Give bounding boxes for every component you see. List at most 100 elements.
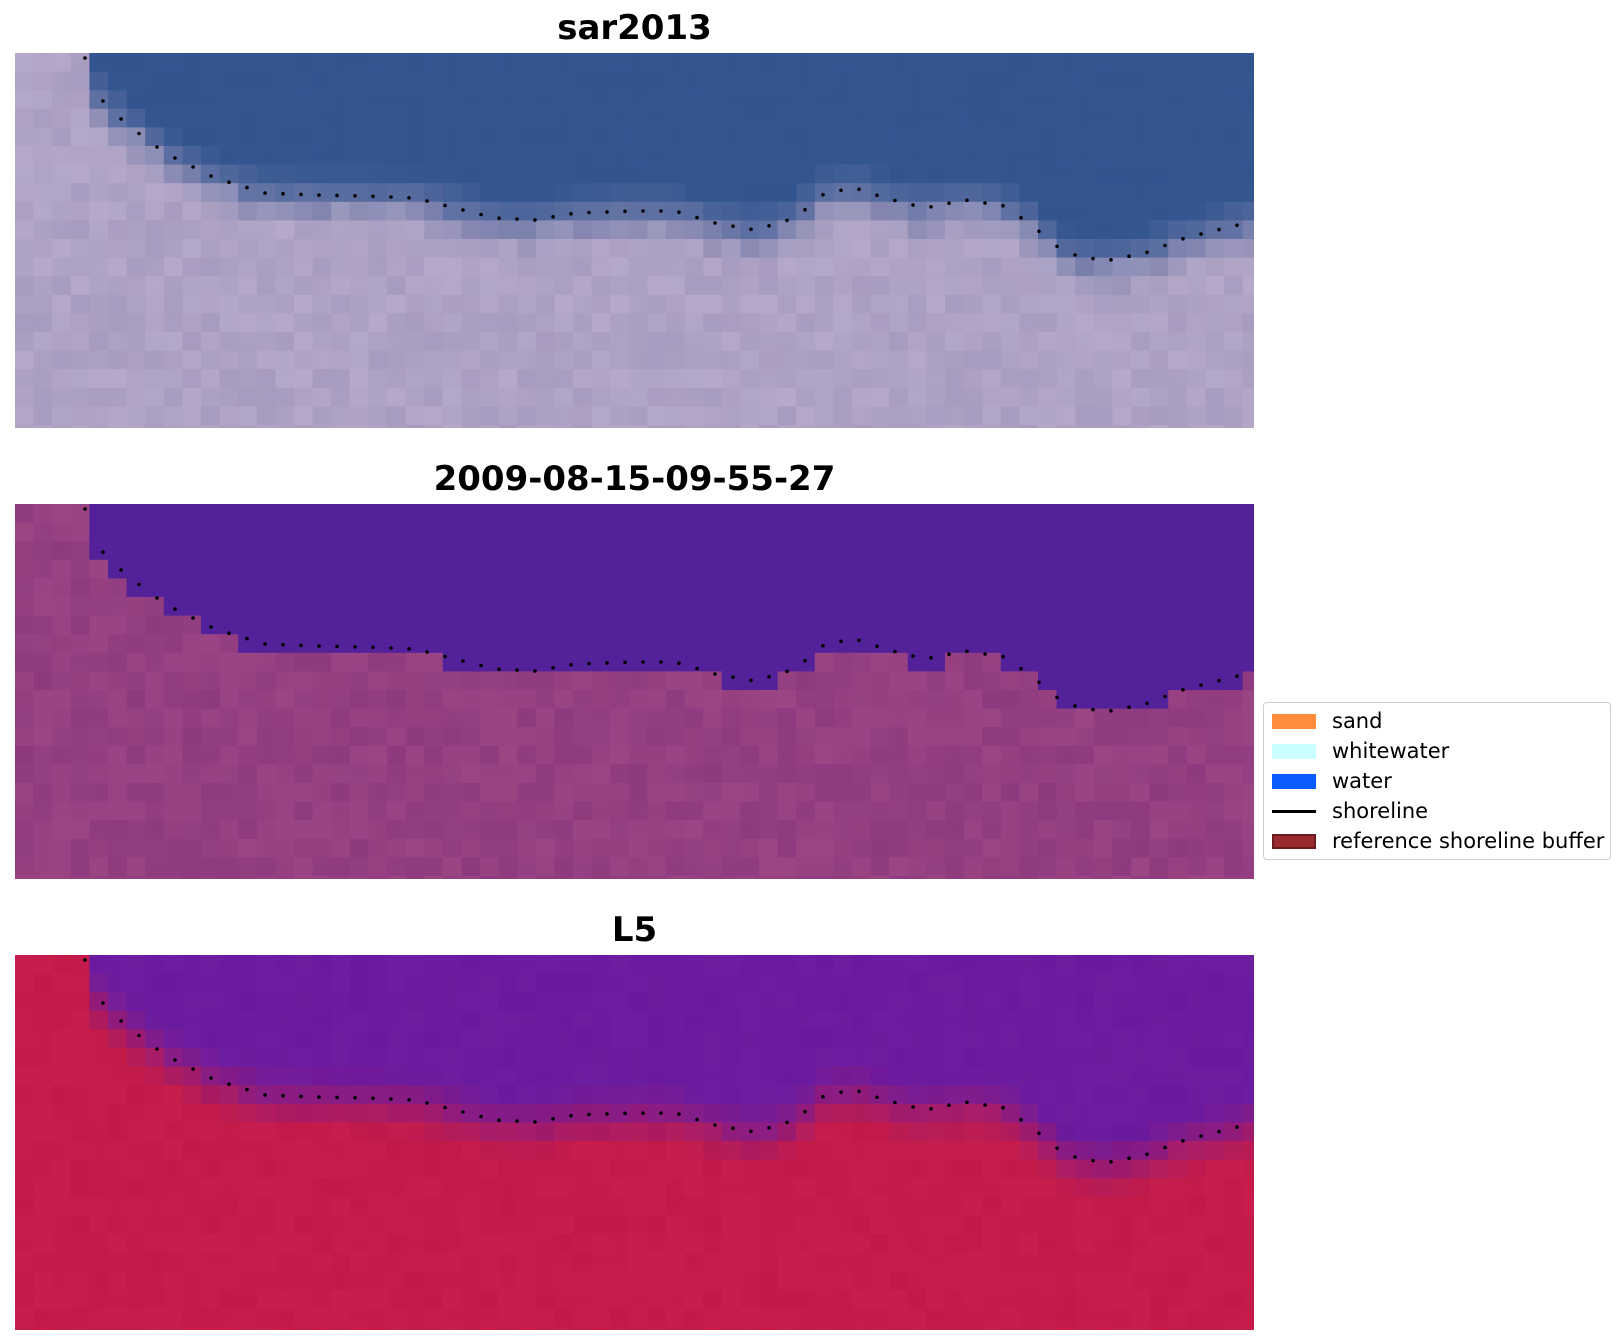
image-pixel <box>703 1103 723 1123</box>
image-pixel <box>721 1252 741 1272</box>
image-pixel <box>1131 1178 1151 1198</box>
image-pixel <box>1038 1196 1058 1216</box>
image-pixel <box>852 857 872 877</box>
image-pixel <box>461 652 481 672</box>
image-pixel <box>684 53 704 73</box>
image-pixel <box>312 53 332 73</box>
image-pixel <box>554 108 574 128</box>
image-pixel <box>945 597 965 617</box>
sar2013-image <box>15 53 1254 428</box>
image-pixel <box>1186 146 1206 166</box>
image-pixel <box>1019 53 1039 73</box>
image-pixel <box>294 597 314 617</box>
image-pixel <box>480 1103 500 1123</box>
image-pixel <box>926 164 946 184</box>
image-pixel <box>70 1159 90 1179</box>
image-pixel <box>294 559 314 579</box>
image-pixel <box>666 108 686 128</box>
image-pixel <box>331 1141 351 1161</box>
image-pixel <box>349 801 369 821</box>
image-pixel <box>1168 1048 1188 1068</box>
image-pixel <box>201 1010 221 1030</box>
image-pixel <box>424 220 444 240</box>
image-pixel <box>405 578 425 598</box>
image-pixel <box>1186 406 1206 426</box>
legend-label-sand: sand <box>1332 709 1383 733</box>
image-pixel <box>1075 1029 1095 1049</box>
image-pixel <box>610 615 630 635</box>
image-pixel <box>1242 201 1254 221</box>
image-pixel <box>275 504 295 524</box>
image-pixel <box>52 387 72 407</box>
image-pixel <box>1093 1141 1113 1161</box>
shoreline-dot <box>281 1093 285 1098</box>
image-pixel <box>89 578 109 598</box>
image-pixel <box>126 764 146 784</box>
image-pixel <box>982 108 1002 128</box>
image-pixel <box>740 1252 760 1272</box>
image-pixel <box>814 239 834 259</box>
image-pixel <box>1131 652 1151 672</box>
image-pixel <box>963 838 983 858</box>
image-pixel <box>294 183 314 203</box>
image-pixel <box>312 276 332 296</box>
image-pixel <box>294 1178 314 1198</box>
image-pixel <box>889 838 909 858</box>
image-pixel <box>126 1178 146 1198</box>
image-pixel <box>703 1327 723 1330</box>
image-pixel <box>70 1289 90 1309</box>
shoreline-dot <box>1001 203 1005 208</box>
image-pixel <box>368 1215 388 1235</box>
image-pixel <box>666 727 686 747</box>
image-pixel <box>554 332 574 352</box>
image-pixel <box>33 257 53 277</box>
image-pixel <box>461 820 481 840</box>
image-pixel <box>535 690 555 710</box>
image-pixel <box>294 955 314 975</box>
image-pixel <box>852 992 872 1012</box>
image-pixel <box>1019 876 1039 879</box>
image-pixel <box>1131 1308 1151 1328</box>
image-pixel <box>1149 1271 1169 1291</box>
image-pixel <box>833 522 853 542</box>
image-pixel <box>70 1103 90 1123</box>
image-pixel <box>480 541 500 561</box>
image-pixel <box>145 634 165 654</box>
image-pixel <box>1205 820 1225 840</box>
panel-image-sar2013 <box>15 53 1254 428</box>
image-pixel <box>740 1289 760 1309</box>
shoreline-dot <box>1019 215 1023 220</box>
image-pixel <box>926 53 946 73</box>
image-pixel <box>666 820 686 840</box>
image-pixel <box>331 406 351 426</box>
image-pixel <box>405 541 425 561</box>
image-pixel <box>70 1308 90 1328</box>
image-pixel <box>573 1122 593 1142</box>
image-pixel <box>666 1271 686 1291</box>
image-pixel <box>982 838 1002 858</box>
image-pixel <box>703 992 723 1012</box>
image-pixel <box>814 257 834 277</box>
image-pixel <box>461 1103 481 1123</box>
image-pixel <box>387 992 407 1012</box>
image-pixel <box>70 183 90 203</box>
image-pixel <box>15 973 35 993</box>
image-pixel <box>108 1048 128 1068</box>
image-pixel <box>1205 1178 1225 1198</box>
image-pixel <box>1242 239 1254 259</box>
shoreline-dot <box>1145 250 1149 255</box>
image-pixel <box>814 708 834 728</box>
image-pixel <box>424 671 444 691</box>
image-pixel <box>814 1122 834 1142</box>
image-pixel <box>331 671 351 691</box>
image-pixel <box>963 1308 983 1328</box>
image-pixel <box>33 164 53 184</box>
image-pixel <box>1038 1048 1058 1068</box>
image-pixel <box>108 1327 128 1330</box>
shoreline-dot <box>857 638 861 643</box>
image-pixel <box>331 1271 351 1291</box>
shoreline-dot <box>587 1112 591 1117</box>
image-pixel <box>1056 727 1076 747</box>
image-pixel <box>759 504 779 524</box>
image-pixel <box>89 764 109 784</box>
